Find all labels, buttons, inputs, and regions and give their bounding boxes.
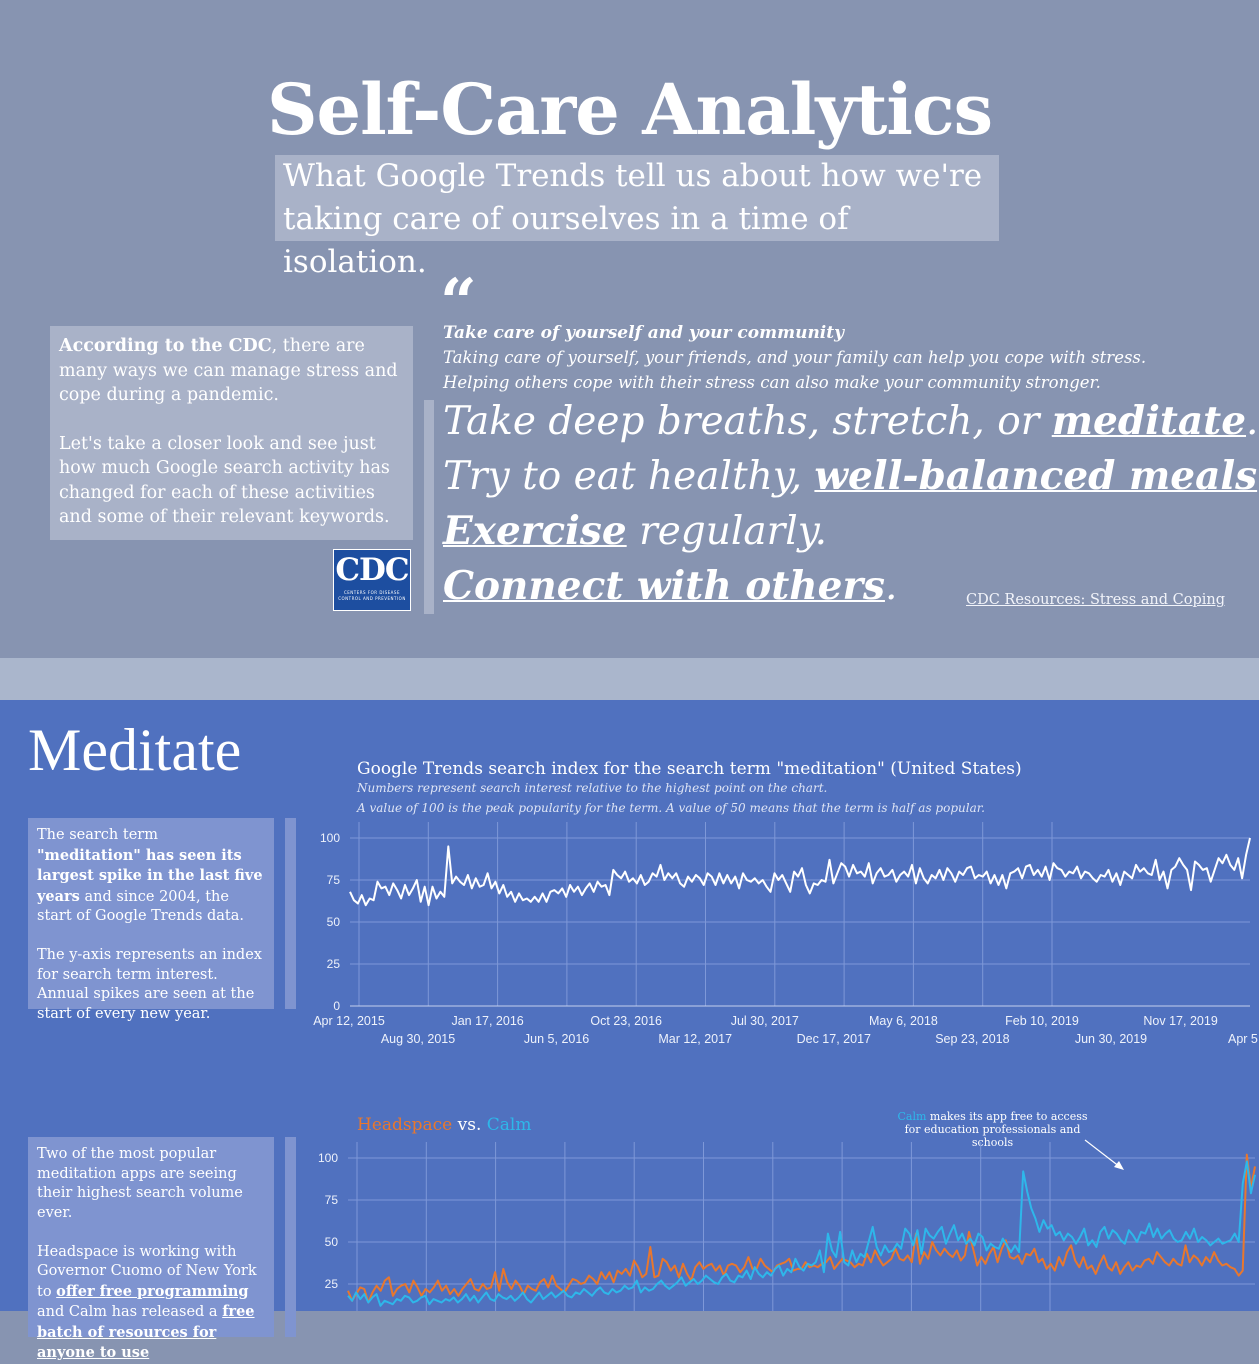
cdc-logo-line-2: CONTROL AND PREVENTION: [338, 596, 406, 601]
meditation-info-p2: The y-axis represents an index for searc…: [37, 947, 262, 1022]
tip-meditate: Take deep breaths, stretch, or meditate.: [443, 396, 1258, 447]
chart2-title: Headspace vs. Calm: [357, 1114, 531, 1136]
quote-body-line-2: Helping others cope with their stress ca…: [443, 373, 1101, 392]
tip-text: .: [1246, 399, 1259, 444]
tip-meals: Try to eat healthy, well-balanced meals.: [443, 451, 1259, 502]
quote-bar: [424, 400, 434, 614]
y-tick-label: 50: [327, 915, 341, 929]
x-tick-label: Aug 30, 2015: [381, 1032, 455, 1046]
calm-legend: Calm: [486, 1115, 532, 1135]
tip-text: Take deep breaths, stretch, or: [443, 399, 1052, 444]
annotation-calm: Calm: [897, 1110, 927, 1123]
tip-exercise: Exercise regularly.: [443, 506, 827, 557]
y-tick-label: 25: [327, 957, 341, 971]
chart1-note-1: Numbers represent search interest relati…: [357, 781, 828, 795]
y-tick-label: 100: [318, 1151, 338, 1165]
cdc-logo-line-1: CENTERS FOR DISEASE: [343, 590, 400, 595]
y-tick-label: 75: [325, 1193, 339, 1207]
section-divider: [0, 658, 1259, 700]
intro-paragraph-1: According to the CDC, there are many way…: [59, 334, 404, 408]
chart1: 0 25 50 75 100 Apr 12, 2015 Jan 17, 2016 Oct 23…: [313, 822, 1258, 1046]
x-tick-label: Dec 17, 2017: [797, 1032, 871, 1046]
y-tick-label: 0: [333, 999, 340, 1013]
headspace-legend: Headspace: [357, 1115, 453, 1135]
series-line-headspace: [347, 1153, 1256, 1304]
tip-text: Try to eat healthy,: [443, 454, 815, 499]
x-tick-label: Feb 10, 2019: [1005, 1014, 1079, 1028]
quote-body-line-1: Taking care of yourself, your friends, a…: [443, 348, 1147, 367]
page-title: Self-Care Analytics: [267, 68, 993, 151]
meditation-info-box: The search term "meditation" has seen it…: [28, 818, 274, 1022]
x-tick-label: Nov 17, 2019: [1143, 1014, 1217, 1028]
y-tick-label: 25: [325, 1277, 339, 1291]
x-tick-label: Oct 23, 2016: [590, 1014, 662, 1028]
x-tick-label: Jan 17, 2016: [451, 1014, 523, 1028]
cdc-source-link[interactable]: CDC Resources: Stress and Coping: [966, 592, 1226, 608]
cdc-logo-text: CDC: [335, 552, 409, 588]
meditation-info-p1: The search term "meditation" has seen it…: [37, 826, 265, 927]
intro-lead: According to the CDC: [59, 336, 272, 356]
page-subtitle: What Google Trends tell us about how we'…: [275, 155, 999, 280]
side-bar-1: [285, 818, 296, 1009]
headspace-free-link[interactable]: offer free programming: [56, 1282, 249, 1300]
intro-paragraph-2: Let's take a closer look and see just ho…: [59, 433, 390, 528]
apps-info-p1: Two of the most popular meditation apps …: [37, 1146, 243, 1221]
annotation-arrow: [1084, 1139, 1121, 1168]
x-tick-label: Sep 23, 2018: [935, 1032, 1009, 1046]
chart2-annotation: Calm makes its app free to access for ed…: [890, 1110, 1095, 1149]
chart1-title: Google Trends search index for the searc…: [357, 759, 1022, 779]
info-bold: "meditation" has seen its largest spike …: [37, 846, 263, 905]
series-line-meditation: [349, 837, 1251, 907]
y-tick-label: 100: [320, 831, 340, 845]
connect-link[interactable]: Connect with others: [443, 563, 885, 609]
tip-text: .: [1257, 454, 1259, 499]
quote-heading: Take care of yourself and your community: [443, 323, 844, 343]
y-tick-label: 75: [327, 873, 341, 887]
info-text: The search term: [37, 827, 158, 843]
meditate-heading: Meditate: [28, 717, 242, 783]
intro-box: According to the CDC, there are many way…: [50, 326, 413, 540]
x-tick-label: Jun 30, 2019: [1075, 1032, 1147, 1046]
subtitle-line-1: What Google Trends tell us about how we'…: [283, 158, 983, 194]
quote-mark-icon: “: [440, 265, 477, 340]
side-bar-2: [285, 1137, 296, 1337]
x-tick-label: Mar 12, 2017: [658, 1032, 732, 1046]
tip-text: regularly.: [626, 509, 827, 554]
cdc-logo[interactable]: CDC CENTERS FOR DISEASE CONTROL AND PREV…: [333, 549, 411, 611]
intro-lead-rest: , there are many ways we can manage stre…: [59, 336, 398, 405]
tip-text: .: [884, 564, 898, 609]
x-tick-label: Apr 5: [1228, 1032, 1258, 1046]
series-line-calm: [347, 1160, 1256, 1307]
y-tick-label: 50: [325, 1235, 339, 1249]
x-tick-label: Apr 12, 2015: [313, 1014, 385, 1028]
info-text: Headspace is working with Governor Cuomo…: [37, 1243, 257, 1300]
vs-label: vs.: [452, 1115, 487, 1135]
chart1-note-2: A value of 100 is the peak popularity fo…: [357, 801, 985, 815]
meditate-link[interactable]: meditate: [1051, 398, 1247, 444]
x-tick-label: Jun 5, 2016: [524, 1032, 589, 1046]
quote-body: Taking care of yourself, your friends, a…: [443, 345, 1223, 395]
annotation-text: makes its app free to access for educati…: [904, 1110, 1088, 1149]
meals-link[interactable]: well-balanced meals: [814, 453, 1258, 499]
exercise-link[interactable]: Exercise: [443, 508, 627, 554]
info-text: and since 2004, the start of Google Tren…: [37, 888, 245, 925]
x-tick-label: Jul 30, 2017: [731, 1014, 799, 1028]
subtitle-line-2: taking care of ourselves in a time of is…: [283, 201, 849, 280]
charts-canvas: 0 25 50 75 100 Apr 12, 2015 Jan 17, 2016 Oct 23…: [313, 822, 1258, 1311]
tip-connect: Connect with others.: [443, 561, 897, 612]
x-tick-label: May 6, 2018: [869, 1014, 938, 1028]
annotation-arrowhead-icon: [1114, 1161, 1124, 1170]
